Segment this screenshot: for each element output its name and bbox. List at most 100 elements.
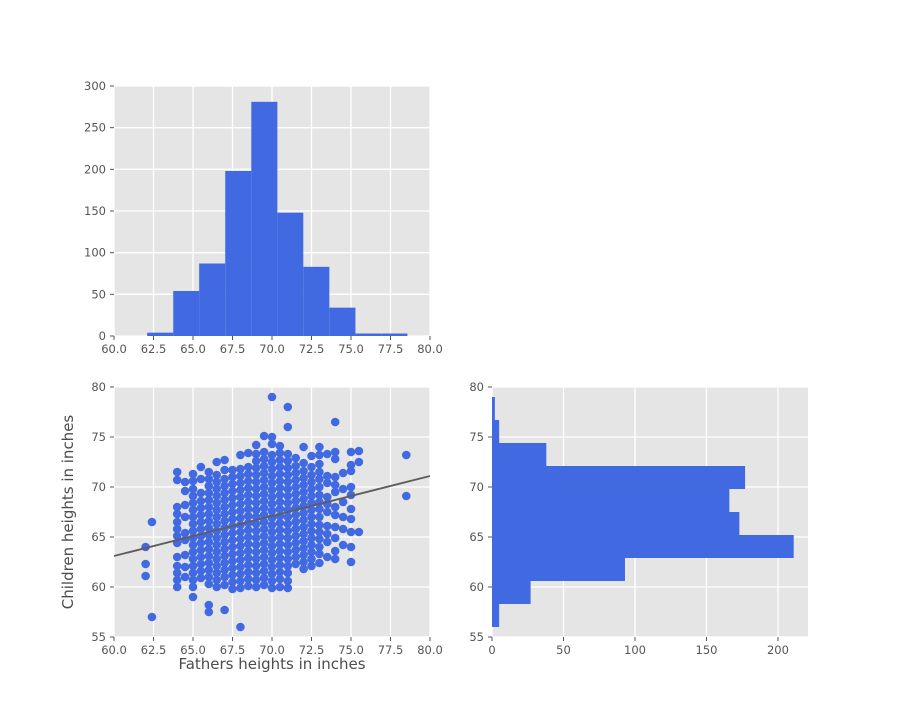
scatter-point [330, 533, 340, 543]
scatter-point [307, 477, 316, 487]
scatter-point [299, 480, 308, 490]
x-tick-label: 70.0 [259, 643, 285, 657]
scatter-point [291, 453, 301, 463]
scatter-point [315, 442, 324, 452]
scatter-point [283, 422, 293, 432]
scatter-point [188, 554, 198, 564]
scatter-point [204, 544, 214, 554]
scatter-point [244, 483, 253, 493]
scatter-point [204, 607, 214, 617]
scatter-point [141, 571, 150, 581]
x-tick-label: 72.5 [299, 342, 325, 356]
scatter-point [307, 512, 316, 522]
scatter-point [307, 540, 316, 550]
scatter-point [251, 463, 261, 473]
scatter-point [291, 482, 301, 492]
histogram-bar [492, 535, 794, 558]
scatter-point [220, 474, 229, 484]
x-tick-label: 77.5 [378, 643, 404, 657]
scatter-point [315, 467, 324, 477]
scatter-point [259, 552, 269, 562]
scatter-point [259, 580, 269, 590]
scatter-point [196, 517, 206, 527]
scatter-point [204, 474, 214, 484]
scatter-point [220, 572, 229, 582]
scatter-point [228, 584, 237, 594]
x-tick-label: 50 [556, 643, 571, 657]
scatter-point [228, 500, 237, 510]
scatter-point [188, 540, 198, 550]
scatter-point [180, 486, 190, 496]
scatter-point [180, 528, 190, 538]
scatter-point [188, 592, 198, 602]
scatter-point [220, 495, 229, 505]
scatter-point [220, 509, 229, 519]
scatter-point [172, 582, 182, 592]
scatter-point [236, 485, 245, 495]
scatter-point [291, 475, 301, 485]
scatter-point [283, 402, 293, 412]
histogram-bar [492, 604, 500, 627]
x-tick-label: 65.0 [180, 643, 206, 657]
scatter-point [267, 520, 277, 530]
scatter-point [244, 476, 253, 486]
scatter-point [315, 542, 324, 552]
histogram-bar [492, 397, 495, 420]
x-tick-label: 72.5 [299, 643, 325, 657]
scatter-point [236, 478, 245, 488]
scatter-point [172, 502, 182, 512]
scatter-point [147, 517, 157, 527]
scatter-point [196, 545, 206, 555]
scatter-point [267, 457, 277, 467]
scatter-point [220, 558, 229, 568]
scatter-point [259, 431, 269, 441]
scatter-point [212, 512, 221, 522]
histogram-bar [492, 489, 730, 512]
scatter-point [283, 568, 293, 578]
scatter-point [259, 517, 269, 527]
children-heights-histogram: 0 50 100 150 200 55 60 65 70 75 80 [469, 380, 808, 657]
y-tick-label: 250 [84, 121, 106, 135]
scatter-point [354, 457, 364, 467]
histogram-bar [492, 443, 547, 466]
x-tick-label: 100 [624, 643, 646, 657]
scatter-point [204, 467, 214, 477]
scatter-point [307, 491, 316, 501]
scatter-point [275, 476, 285, 486]
scatter-point [346, 557, 356, 567]
x-tick-label: 80.0 [417, 643, 443, 657]
x-tick-label: 67.5 [220, 342, 246, 356]
scatter-point [236, 534, 245, 544]
scatter-point [251, 568, 261, 578]
scatter-y-axis-label: Children heights in inches [59, 415, 77, 610]
scatter-point [291, 510, 301, 520]
scatter-point [259, 503, 269, 513]
scatter-point [354, 446, 364, 456]
scatter-point [299, 458, 308, 468]
scatter-point [228, 514, 237, 524]
scatter-point [315, 504, 324, 514]
scatter-point [283, 547, 293, 557]
scatter-point [338, 497, 348, 507]
scatter-point [251, 526, 261, 536]
scatter-point [275, 518, 285, 528]
scatter-point [267, 569, 277, 579]
scatter-point [299, 550, 308, 560]
histogram-bar [329, 307, 356, 336]
scatter-point [180, 572, 190, 582]
scatter-point [275, 504, 285, 514]
scatter-point [196, 573, 206, 583]
scatter-point [172, 561, 182, 571]
scatter-point [220, 465, 229, 475]
scatter-point [244, 546, 253, 556]
scatter-point [299, 522, 308, 532]
scatter-point [244, 539, 253, 549]
scatter-point [299, 543, 308, 553]
histogram-bar [492, 420, 500, 443]
scatter-point [275, 469, 285, 479]
scatter-point [283, 533, 293, 543]
scatter-point [244, 553, 253, 563]
scatter-point [251, 554, 261, 564]
